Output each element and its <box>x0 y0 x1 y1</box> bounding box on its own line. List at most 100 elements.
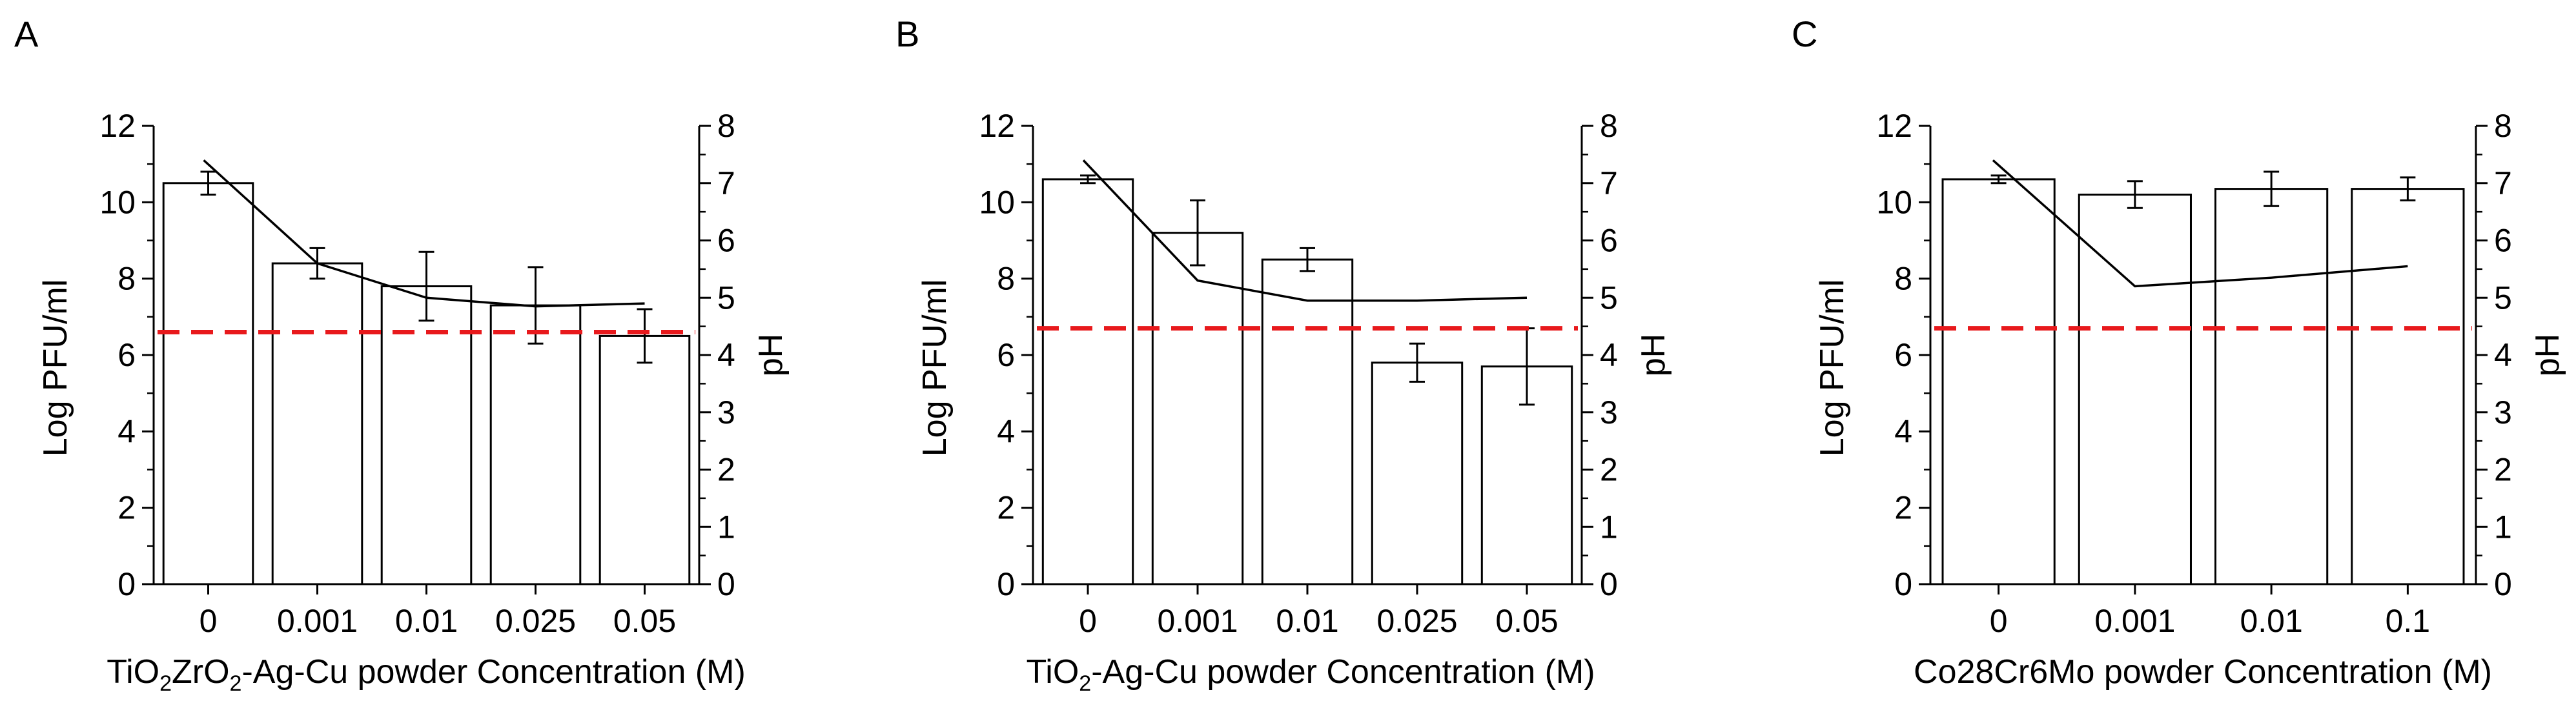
x-tick-label: 0.025 <box>1376 603 1457 639</box>
x-tick-label: 0.025 <box>495 603 576 639</box>
y-tick-label: 10 <box>979 184 1015 220</box>
x-tick-label: 0.001 <box>2094 603 2175 639</box>
x-axis-title-part: Co28Cr6Mo powder Concentration (M) <box>1914 653 2492 691</box>
error-bar-0.001 <box>1190 199 1205 267</box>
error-bar-0 <box>1080 174 1096 185</box>
y2-tick-label: 8 <box>2494 108 2512 144</box>
y-tick-label: 12 <box>1876 108 1912 144</box>
y-tick-label: 4 <box>997 413 1015 449</box>
y-tick-label: 8 <box>118 261 136 297</box>
y-tick-label: 10 <box>1876 184 1912 220</box>
y2-tick-label: 0 <box>2494 566 2512 602</box>
x-tick-label: 0.01 <box>395 603 458 639</box>
y2-tick-label: 1 <box>1600 509 1618 545</box>
ph-line <box>1082 159 1528 302</box>
bar-0.001 <box>2078 194 2192 585</box>
error-bar-0.01 <box>2264 170 2280 207</box>
y2-tick-label: 1 <box>2494 509 2512 545</box>
y-tick-label: 12 <box>979 108 1015 144</box>
y2-tick-label: 0 <box>717 566 735 602</box>
y2-tick-label: 3 <box>1600 394 1618 431</box>
x-tick-label: 0.001 <box>277 603 358 639</box>
x-tick-label: 0.05 <box>613 603 676 639</box>
panel-letter: A <box>14 14 39 54</box>
bar-0 <box>1941 178 2056 585</box>
y2-tick-label: 6 <box>717 223 735 259</box>
y-axis-title: Log PFU/ml <box>916 279 954 457</box>
x-axis-title-part: ZrO <box>172 653 230 691</box>
x-axis-title-part: TiO <box>107 653 159 691</box>
y-tick-label: 2 <box>997 490 1015 526</box>
ph-line <box>203 159 645 308</box>
x-tick-label: 0 <box>1079 603 1097 639</box>
y2-axis-title: pH <box>1635 334 1672 376</box>
y2-tick-label: 2 <box>717 452 735 488</box>
ph-line <box>1992 159 2408 288</box>
x-axis-title: TiO2-Ag-Cu powder Concentration (M) <box>1026 653 1595 696</box>
y2-tick-label: 7 <box>717 165 735 201</box>
panel-letter: C <box>1792 14 1817 54</box>
y2-tick-label: 3 <box>717 394 735 431</box>
x-tick-label: 0.01 <box>2240 603 2302 639</box>
error-bar-0.01 <box>1300 247 1315 272</box>
y-tick-label: 10 <box>99 184 136 220</box>
y2-tick-label: 3 <box>2494 394 2512 431</box>
y2-tick-label: 6 <box>1600 223 1618 259</box>
y2-tick-label: 5 <box>717 279 735 316</box>
y-axis-title: Log PFU/ml <box>37 279 74 457</box>
y2-tick-label: 4 <box>717 337 735 373</box>
x-axis-title-part: -Ag-Cu powder Concentration (M) <box>241 653 745 691</box>
bar-0.025 <box>1371 361 1464 585</box>
x-tick-label: 0 <box>199 603 218 639</box>
x-tick-label: 0.1 <box>2386 603 2431 639</box>
bar-0 <box>162 182 254 585</box>
y-tick-label: 0 <box>997 566 1015 602</box>
y-tick-label: 0 <box>1894 566 1912 602</box>
error-bar-0.05 <box>637 308 653 364</box>
y2-tick-label: 7 <box>1600 165 1618 201</box>
y2-tick-label: 5 <box>1600 279 1618 316</box>
error-bar-0.001 <box>2127 180 2143 209</box>
x-axis-title-part: -Ag-Cu powder Concentration (M) <box>1091 653 1595 691</box>
x-tick-label: 0.01 <box>1276 603 1338 639</box>
y-tick-label: 2 <box>118 490 136 526</box>
y2-axis-title: pH <box>2529 334 2566 376</box>
x-axis-title-part: TiO <box>1026 653 1079 691</box>
y2-tick-label: 2 <box>2494 452 2512 488</box>
y2-tick-label: 5 <box>2494 279 2512 316</box>
x-tick-label: 0.001 <box>1157 603 1238 639</box>
y2-tick-label: 1 <box>717 509 735 545</box>
error-bar-0 <box>1990 174 2007 185</box>
x-axis-title: Co28Cr6Mo powder Concentration (M) <box>1914 653 2492 691</box>
y2-tick-label: 6 <box>2494 223 2512 259</box>
bar-0 <box>1041 178 1134 585</box>
x-axis-title-subscript: 2 <box>230 671 242 696</box>
y-tick-label: 2 <box>1894 490 1912 526</box>
x-axis-title-subscript: 2 <box>159 671 172 696</box>
error-bar-0.01 <box>418 250 434 322</box>
bar-0.05 <box>598 334 691 585</box>
y-tick-label: 6 <box>118 337 136 373</box>
bar-0.001 <box>271 262 363 585</box>
y-tick-label: 0 <box>118 566 136 602</box>
y-axis-title: Log PFU/ml <box>1814 279 1851 457</box>
bar-0.01 <box>380 285 473 585</box>
bar-0.025 <box>489 304 582 585</box>
x-axis-title-subscript: 2 <box>1079 671 1091 696</box>
x-tick-label: 0.05 <box>1495 603 1558 639</box>
y-tick-label: 4 <box>118 413 136 449</box>
y2-tick-label: 0 <box>1600 566 1618 602</box>
y-tick-label: 8 <box>997 261 1015 297</box>
panel-letter: B <box>895 14 919 54</box>
bar-0.01 <box>2214 188 2329 585</box>
y-tick-label: 4 <box>1894 413 1912 449</box>
error-bar-0.025 <box>1409 342 1425 383</box>
y2-tick-label: 7 <box>2494 165 2512 201</box>
error-bar-0 <box>200 170 216 196</box>
y-tick-label: 6 <box>1894 337 1912 373</box>
y2-tick-label: 4 <box>2494 337 2512 373</box>
